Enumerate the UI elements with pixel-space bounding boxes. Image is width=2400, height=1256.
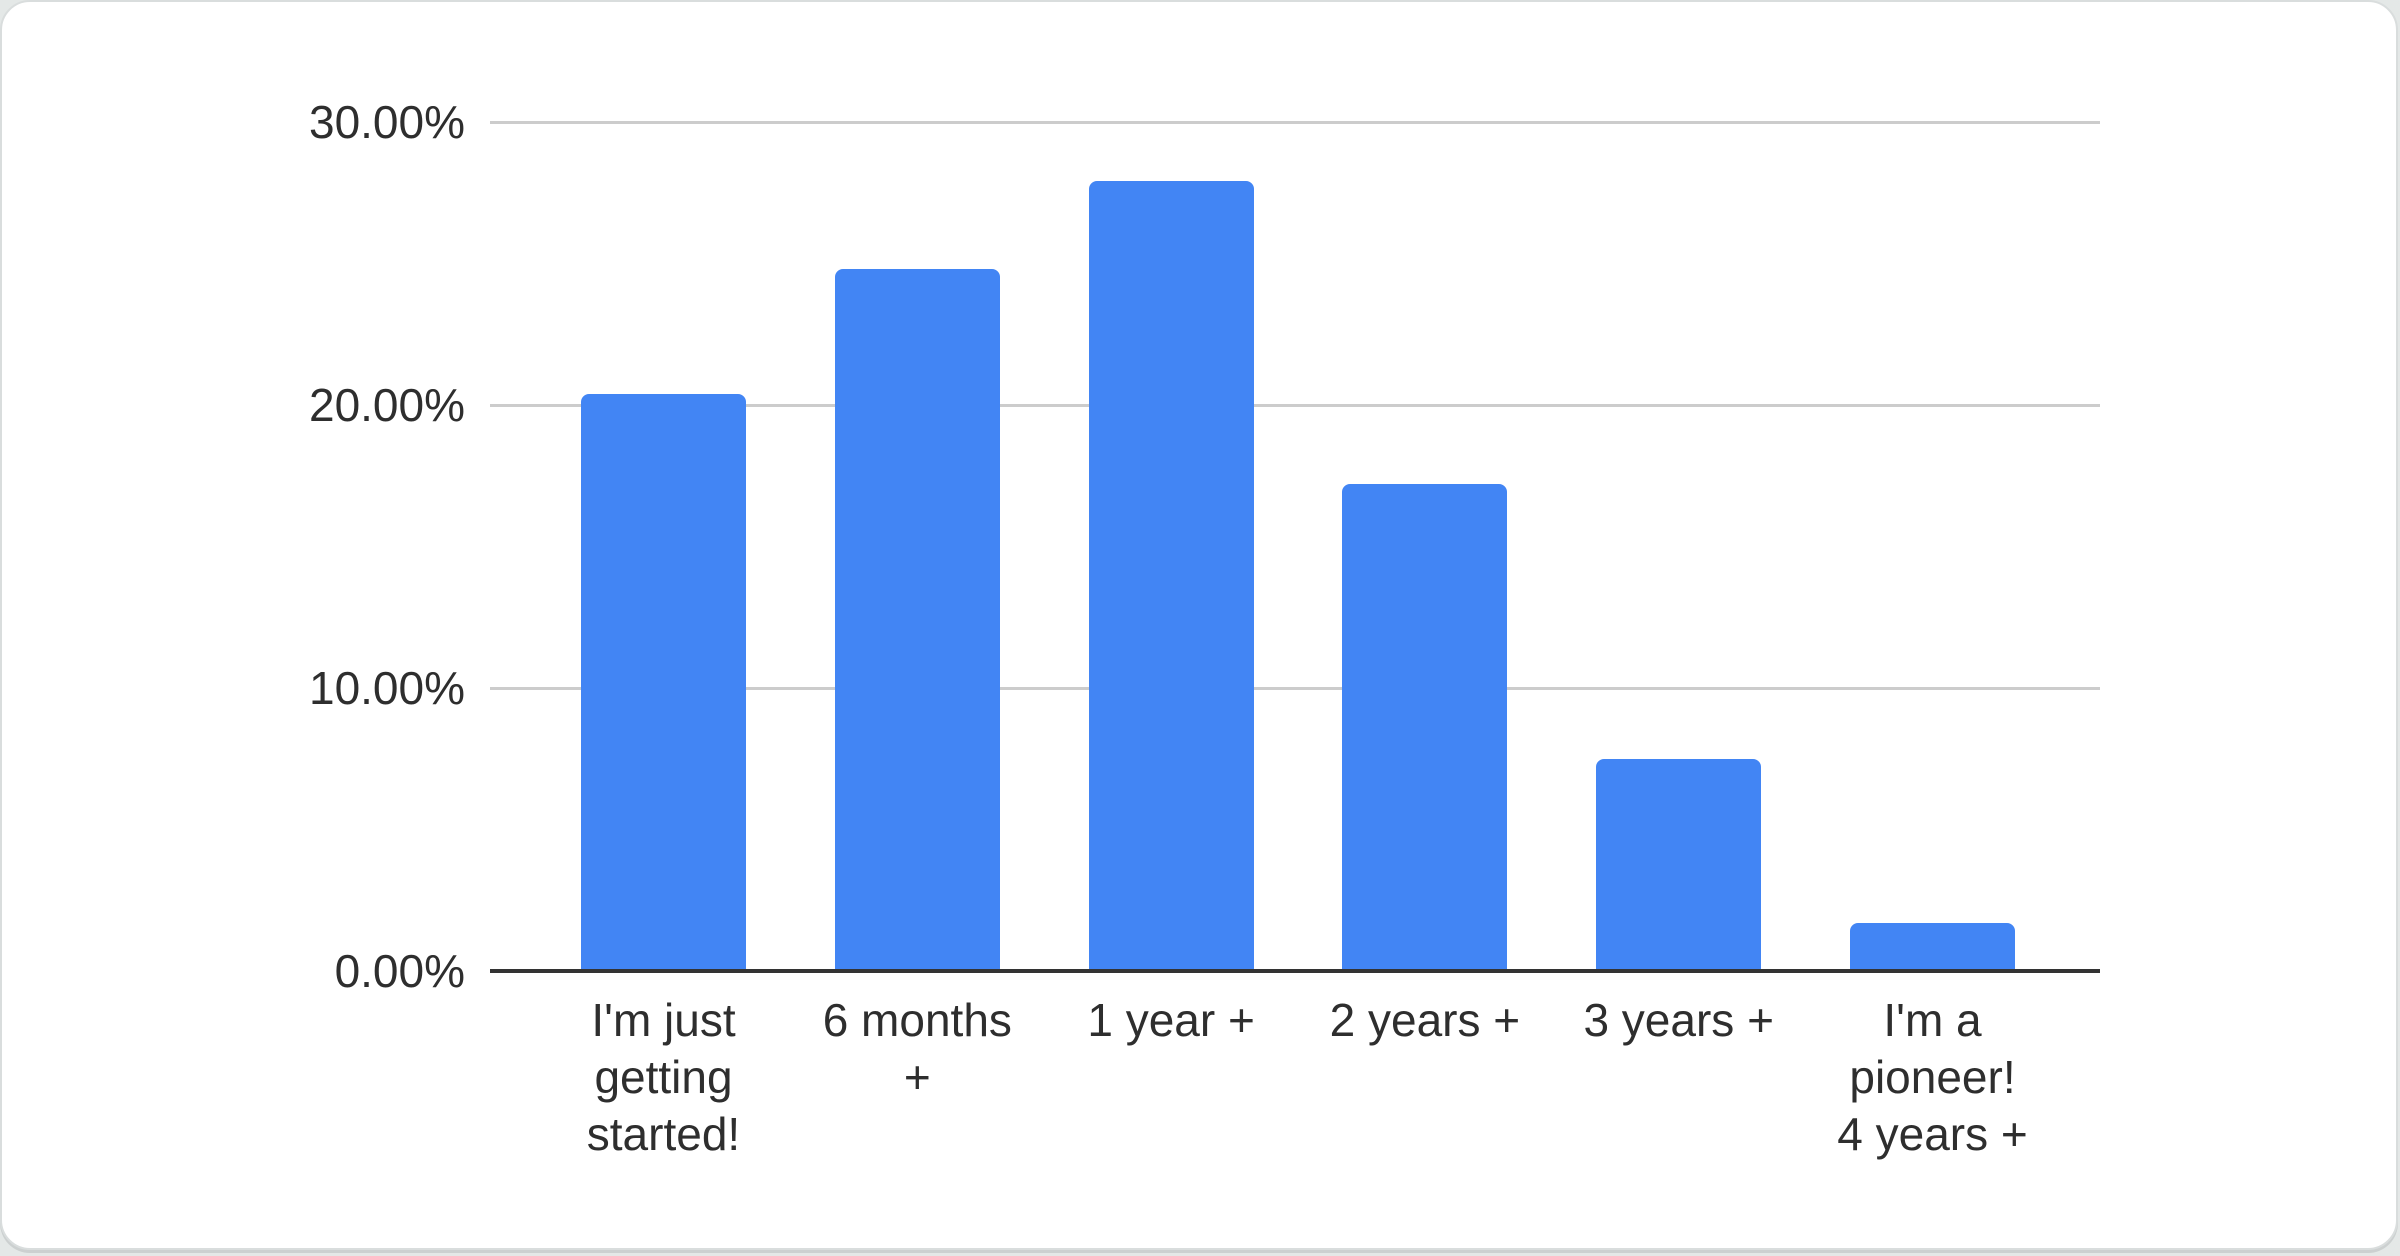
y-tick-label: 0.00% [334,945,465,997]
y-tick-label: 20.00% [308,379,465,431]
x-tick-label-line: started! [586,1108,741,1160]
x-tick-label-line: + [903,1051,931,1103]
x-tick-label-5: 3 years + [1551,992,1807,1049]
gridline [490,121,2100,124]
x-tick-label-1: I'm just getting started! [536,992,792,1163]
x-tick-label-line: 3 years + [1583,994,1774,1046]
gridline [490,687,2100,690]
x-tick-label-line: 1 year + [1087,994,1255,1046]
bar-5 [1596,758,1762,971]
x-tick-label-line: 4 years + [1837,1108,2028,1160]
plot-area [490,121,2100,971]
x-tick-label-line: getting [594,1051,733,1103]
x-tick-label-line: pioneer! [1849,1051,2016,1103]
y-tick-label: 10.00% [308,662,465,714]
gridline [490,404,2100,407]
x-tick-label-6: I'm a pioneer! 4 years + [1805,992,2061,1163]
bar-3 [1088,181,1254,971]
x-tick-label-line: 6 months [822,994,1012,1046]
x-tick-label-line: I'm just [591,994,736,1046]
bar-4 [1342,484,1508,971]
x-tick-label-3: 1 year + [1043,992,1299,1049]
bar-1 [581,393,746,971]
x-tick-label-line: 2 years + [1329,994,1521,1046]
x-axis-line [490,969,2100,973]
bar-2 [834,269,1000,971]
x-tick-label-4: 2 years + [1297,992,1553,1049]
x-tick-label-2: 6 months + [789,992,1045,1106]
bar-6 [1850,922,2015,971]
y-tick-label: 30.00% [308,96,465,148]
x-tick-label-line: I'm a [1883,994,1982,1046]
